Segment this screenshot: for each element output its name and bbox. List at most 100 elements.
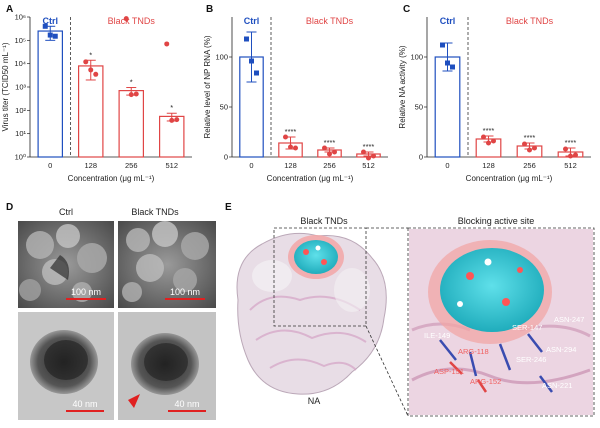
x-axis-title: Concentration (μg mL⁻¹) (68, 174, 155, 183)
bar (434, 56, 461, 158)
panel-letter-e: E (225, 202, 232, 213)
scale-bar-label: 100 nm (170, 287, 200, 297)
data-point (42, 23, 48, 29)
x-tick-label: 128 (84, 161, 97, 170)
panel-letter-d: D (6, 202, 13, 213)
data-point (133, 91, 139, 97)
data-point (371, 153, 376, 159)
residue-label: ASP-151 (434, 367, 464, 376)
tem-image-black-tnds: 40 nm (118, 312, 216, 420)
group-label-ctrl: Ctrl (43, 16, 59, 26)
residue-label: SER-147 (512, 323, 542, 332)
data-point (123, 16, 129, 22)
data-point (47, 32, 53, 38)
data-point (450, 64, 455, 70)
data-point (361, 149, 366, 155)
y-tick-label: 10⁴ (14, 59, 26, 68)
x-tick-label: 0 (249, 161, 253, 170)
group-label-black-tnds: Black TNDs (306, 16, 354, 26)
data-point (169, 117, 175, 123)
residue-label: SER-246 (516, 355, 546, 364)
x-tick-label: 512 (564, 161, 577, 170)
residue-label: ASN-247 (554, 315, 584, 324)
significance-label: * (130, 78, 133, 87)
bar (118, 90, 144, 158)
data-point (244, 36, 249, 42)
arrowhead-marker (128, 394, 140, 408)
x-tick-label: 256 (523, 161, 536, 170)
scale-bar-label: 40 nm (174, 399, 199, 409)
data-point (445, 60, 450, 66)
x-tick-label: 256 (323, 161, 336, 170)
significance-label: **** (524, 133, 536, 142)
data-point (322, 145, 327, 151)
data-point (332, 149, 337, 155)
x-tick-label: 0 (48, 161, 52, 170)
residue-label: ASN-221 (542, 381, 572, 390)
data-point (486, 140, 491, 146)
residue-label: ARG-118 (458, 347, 489, 356)
significance-label: **** (285, 127, 297, 136)
y-tick-label: 10¹ (15, 129, 26, 138)
data-point (93, 71, 99, 77)
panel-letter-a: A (6, 4, 13, 15)
x-tick-label: 128 (284, 161, 297, 170)
x-axis-title: Concentration (μg mL⁻¹) (267, 174, 354, 183)
data-point (174, 117, 180, 123)
group-label-ctrl: Ctrl (440, 16, 456, 26)
panel-d-label-ctrl: Ctrl (59, 207, 73, 217)
data-point (532, 145, 537, 151)
significance-label: * (170, 103, 173, 112)
panel-e-title-black-tnds: Black TNDs (300, 216, 348, 226)
data-point (563, 146, 568, 152)
data-point (366, 155, 371, 161)
group-label-ctrl: Ctrl (244, 16, 260, 26)
y-tick-label: 0 (224, 153, 228, 162)
scale-bar-label: 40 nm (72, 399, 97, 409)
sem-image-ctrl: 100 nm (18, 221, 114, 308)
sem-image-black-tnds: 100 nm (118, 221, 216, 308)
group-label-black-tnds: Black TNDs (108, 16, 156, 26)
y-axis-title: Virus titer (TCID50 mL⁻¹) (1, 42, 10, 131)
data-point (481, 134, 486, 140)
zoomed-active-site (409, 229, 593, 415)
data-point (491, 138, 496, 144)
zoom-box-left (273, 227, 367, 327)
y-axis-title: Relative NA activity (%) (398, 45, 407, 128)
panel-letter-c: C (403, 4, 410, 15)
x-tick-label: 0 (445, 161, 449, 170)
data-point (249, 58, 254, 64)
y-tick-label: 50 (220, 103, 228, 112)
tem-image-ctrl: 40 nm (18, 312, 114, 420)
panel-e-molecular: Black TNDs Blocking active site NA (236, 216, 595, 417)
tnd-molecule-small (288, 235, 344, 279)
significance-label: **** (483, 126, 495, 135)
group-label-black-tnds: Black TNDs (506, 16, 554, 26)
data-point (527, 147, 532, 153)
zoom-box-right (407, 227, 595, 417)
data-point (288, 144, 293, 150)
x-axis-title: Concentration (μg mL⁻¹) (466, 174, 553, 183)
data-point (283, 134, 288, 140)
data-point (568, 153, 573, 159)
panel-d-label-black-tnds: Black TNDs (131, 207, 179, 217)
x-tick-label: 256 (125, 161, 138, 170)
data-point (164, 41, 170, 47)
residue-label: ASN-294 (546, 345, 576, 354)
scale-bar-label: 100 nm (71, 287, 101, 297)
y-tick-label: 0 (419, 153, 423, 162)
significance-label: **** (363, 142, 375, 151)
y-axis-title: Relative level of NP RNA (%) (203, 35, 212, 138)
chart-panel-b: 0 50 100 Ctrl Black TNDs **** **** **** 0 128 256 5… (203, 16, 388, 183)
significance-label: **** (565, 138, 577, 147)
x-tick-label: 512 (165, 161, 178, 170)
y-tick-label: 100 (410, 53, 423, 62)
data-point (52, 33, 58, 39)
residue-label: ILE-149 (424, 331, 450, 340)
data-point (88, 67, 94, 73)
protein-surface: NA (236, 232, 387, 406)
data-point (254, 70, 259, 76)
x-tick-label: 512 (362, 161, 375, 170)
y-tick-label: 10⁰ (15, 153, 26, 162)
